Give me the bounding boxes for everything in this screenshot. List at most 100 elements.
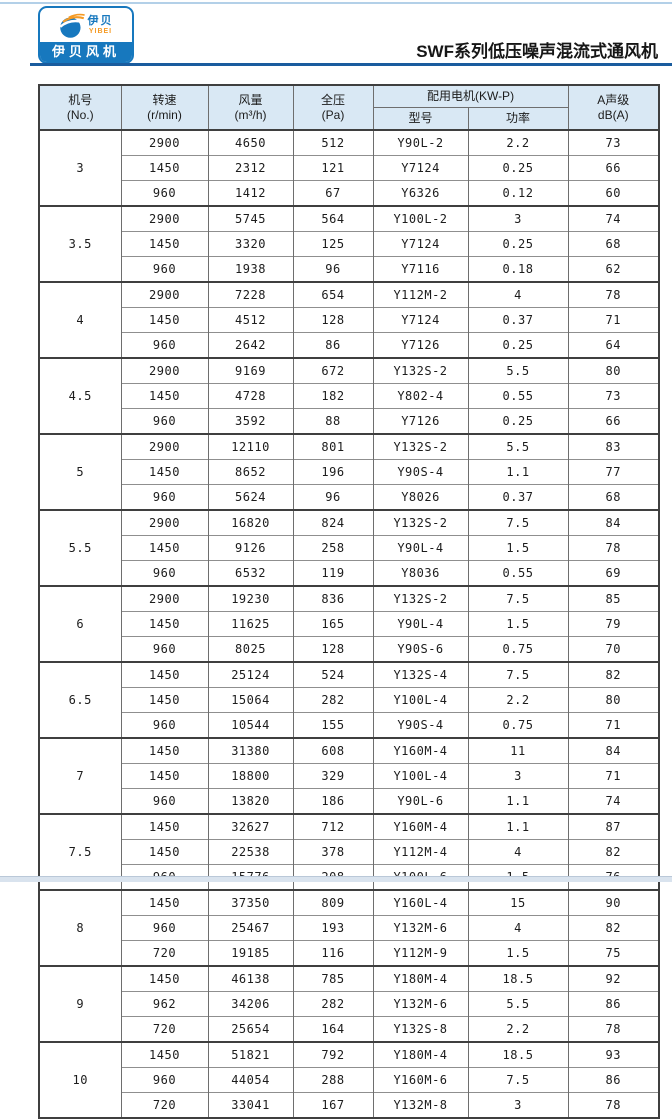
cell-pressure: 809 — [292, 889, 374, 916]
cell-motor-model: Y160M-6 — [372, 1067, 469, 1093]
cell-motor-power: 7.5 — [467, 509, 569, 536]
cell-motor-model: Y160M-4 — [372, 737, 469, 764]
cell-pressure: 282 — [292, 991, 374, 1017]
col-header-motor-model: 型号 — [372, 107, 469, 131]
cell-airflow: 25467 — [207, 915, 294, 941]
cell-pressure: 165 — [292, 611, 374, 637]
cell-motor-power: 2.2 — [467, 687, 569, 713]
cell-noise: 75 — [567, 940, 660, 966]
cell-airflow: 12110 — [207, 433, 294, 460]
cell-noise: 78 — [567, 1092, 660, 1118]
cell-pressure: 128 — [292, 307, 374, 333]
cell-motor-power: 0.55 — [467, 560, 569, 586]
cell-noise: 60 — [567, 180, 660, 206]
title-rule — [30, 63, 672, 66]
table-row: 8 1450 37350 809 Y160L-4 15 90 — [38, 889, 660, 966]
cell-airflow: 46138 — [207, 965, 294, 992]
cell-pressure: 67 — [292, 180, 374, 206]
cell-airflow: 8652 — [207, 459, 294, 485]
table-row: 960 10544 155 Y90S-4 0.75 71 — [39, 712, 660, 738]
table-row: 720 19185 116 Y112M-9 1.5 75 — [39, 940, 660, 966]
cell-fan-no: 6 — [38, 585, 122, 662]
cell-speed: 2900 — [120, 433, 209, 460]
table-row: 3.5 2900 5745 564 Y100L-2 3 74 — [38, 205, 660, 282]
cell-pressure: 785 — [292, 965, 374, 992]
cell-airflow: 34206 — [207, 991, 294, 1017]
table-row: 960 8025 128 Y90S-6 0.75 70 — [39, 636, 660, 662]
cell-fan-no: 4 — [38, 281, 122, 358]
cell-motor-power: 4 — [467, 839, 569, 865]
table-row: 6.5 1450 25124 524 Y132S-4 7.5 82 — [38, 661, 660, 738]
cell-airflow: 33041 — [207, 1092, 294, 1118]
cell-pressure: 186 — [292, 788, 374, 814]
cell-speed: 960 — [120, 484, 209, 510]
table-row: 1450 4512 128 Y7124 0.37 71 — [39, 307, 660, 333]
cell-noise: 92 — [567, 965, 660, 992]
cell-noise: 71 — [567, 307, 660, 333]
cell-noise: 82 — [567, 839, 660, 865]
cell-speed: 1450 — [120, 839, 209, 865]
cell-noise: 69 — [567, 560, 660, 586]
cell-pressure: 125 — [292, 231, 374, 257]
header-pressure-cn: 全压 — [320, 92, 345, 107]
cell-airflow: 15064 — [207, 687, 294, 713]
col-header-airflow: 风量 (m³/h) — [207, 84, 294, 131]
cell-airflow: 2312 — [207, 155, 294, 181]
cell-airflow: 22538 — [207, 839, 294, 865]
cell-speed: 1450 — [120, 535, 209, 561]
cell-motor-model: Y160M-4 — [372, 813, 469, 840]
cell-fan-no: 3.5 — [38, 205, 122, 282]
cell-speed: 2900 — [120, 205, 209, 232]
cell-motor-model: Y7116 — [372, 256, 469, 282]
cell-fan-no: 10 — [38, 1041, 122, 1118]
table-row: 960 3592 88 Y7126 0.25 66 — [39, 408, 660, 434]
table-row: 1450 3320 125 Y7124 0.25 68 — [39, 231, 660, 257]
cell-speed: 1450 — [120, 383, 209, 409]
cell-airflow: 2642 — [207, 332, 294, 358]
cell-speed: 1450 — [120, 737, 209, 764]
cell-motor-model: Y8036 — [372, 560, 469, 586]
cell-airflow: 3320 — [207, 231, 294, 257]
cell-pressure: 564 — [292, 205, 374, 232]
cell-pressure: 836 — [292, 585, 374, 612]
table-row: 960 1412 67 Y6326 0.12 60 — [39, 180, 660, 206]
cell-pressure: 654 — [292, 281, 374, 308]
cell-motor-model: Y90S-4 — [372, 712, 469, 738]
cell-motor-model: Y7124 — [372, 231, 469, 257]
cell-airflow: 1412 — [207, 180, 294, 206]
cell-speed: 720 — [120, 1092, 209, 1118]
table-row: 720 33041 167 Y132M-8 3 78 — [39, 1092, 660, 1118]
cell-pressure: 288 — [292, 1067, 374, 1093]
cell-motor-power: 7.5 — [467, 661, 569, 688]
table-row: 7.5 1450 32627 712 Y160M-4 1.1 87 — [38, 813, 660, 890]
cell-noise: 93 — [567, 1041, 660, 1068]
cell-noise: 83 — [567, 433, 660, 460]
header-speed-unit: (r/min) — [147, 107, 182, 122]
cell-motor-power: 3 — [467, 1092, 569, 1118]
cell-pressure: 512 — [292, 129, 374, 156]
cell-pressure: 282 — [292, 687, 374, 713]
cell-motor-model: Y160L-4 — [372, 889, 469, 916]
cell-speed: 2900 — [120, 585, 209, 612]
fan-spec-table: 机号 (No.) 转速 (r/min) 风量 (m³/h) 全压 (Pa) 配用… — [38, 84, 661, 1119]
cell-fan-no: 4.5 — [38, 357, 122, 434]
table-row: 960 13820 186 Y90L-6 1.1 74 — [39, 788, 660, 814]
col-header-speed: 转速 (r/min) — [120, 84, 209, 131]
cell-fan-no: 3 — [38, 129, 122, 206]
cell-pressure: 378 — [292, 839, 374, 865]
table-row: 1450 8652 196 Y90S-4 1.1 77 — [39, 459, 660, 485]
header-speed-cn: 转速 — [152, 92, 177, 107]
cell-speed: 2900 — [120, 129, 209, 156]
cell-motor-power: 0.12 — [467, 180, 569, 206]
cell-motor-model: Y180M-4 — [372, 965, 469, 992]
cell-pressure: 167 — [292, 1092, 374, 1118]
cell-motor-power: 1.1 — [467, 788, 569, 814]
cell-speed: 2900 — [120, 509, 209, 536]
cell-airflow: 16820 — [207, 509, 294, 536]
col-header-motor-group: 配用电机(KW-P) — [372, 84, 569, 108]
cell-noise: 71 — [567, 712, 660, 738]
cell-motor-power: 1.5 — [467, 611, 569, 637]
cell-speed: 1450 — [120, 459, 209, 485]
cell-motor-power: 15 — [467, 889, 569, 916]
cell-pressure: 792 — [292, 1041, 374, 1068]
